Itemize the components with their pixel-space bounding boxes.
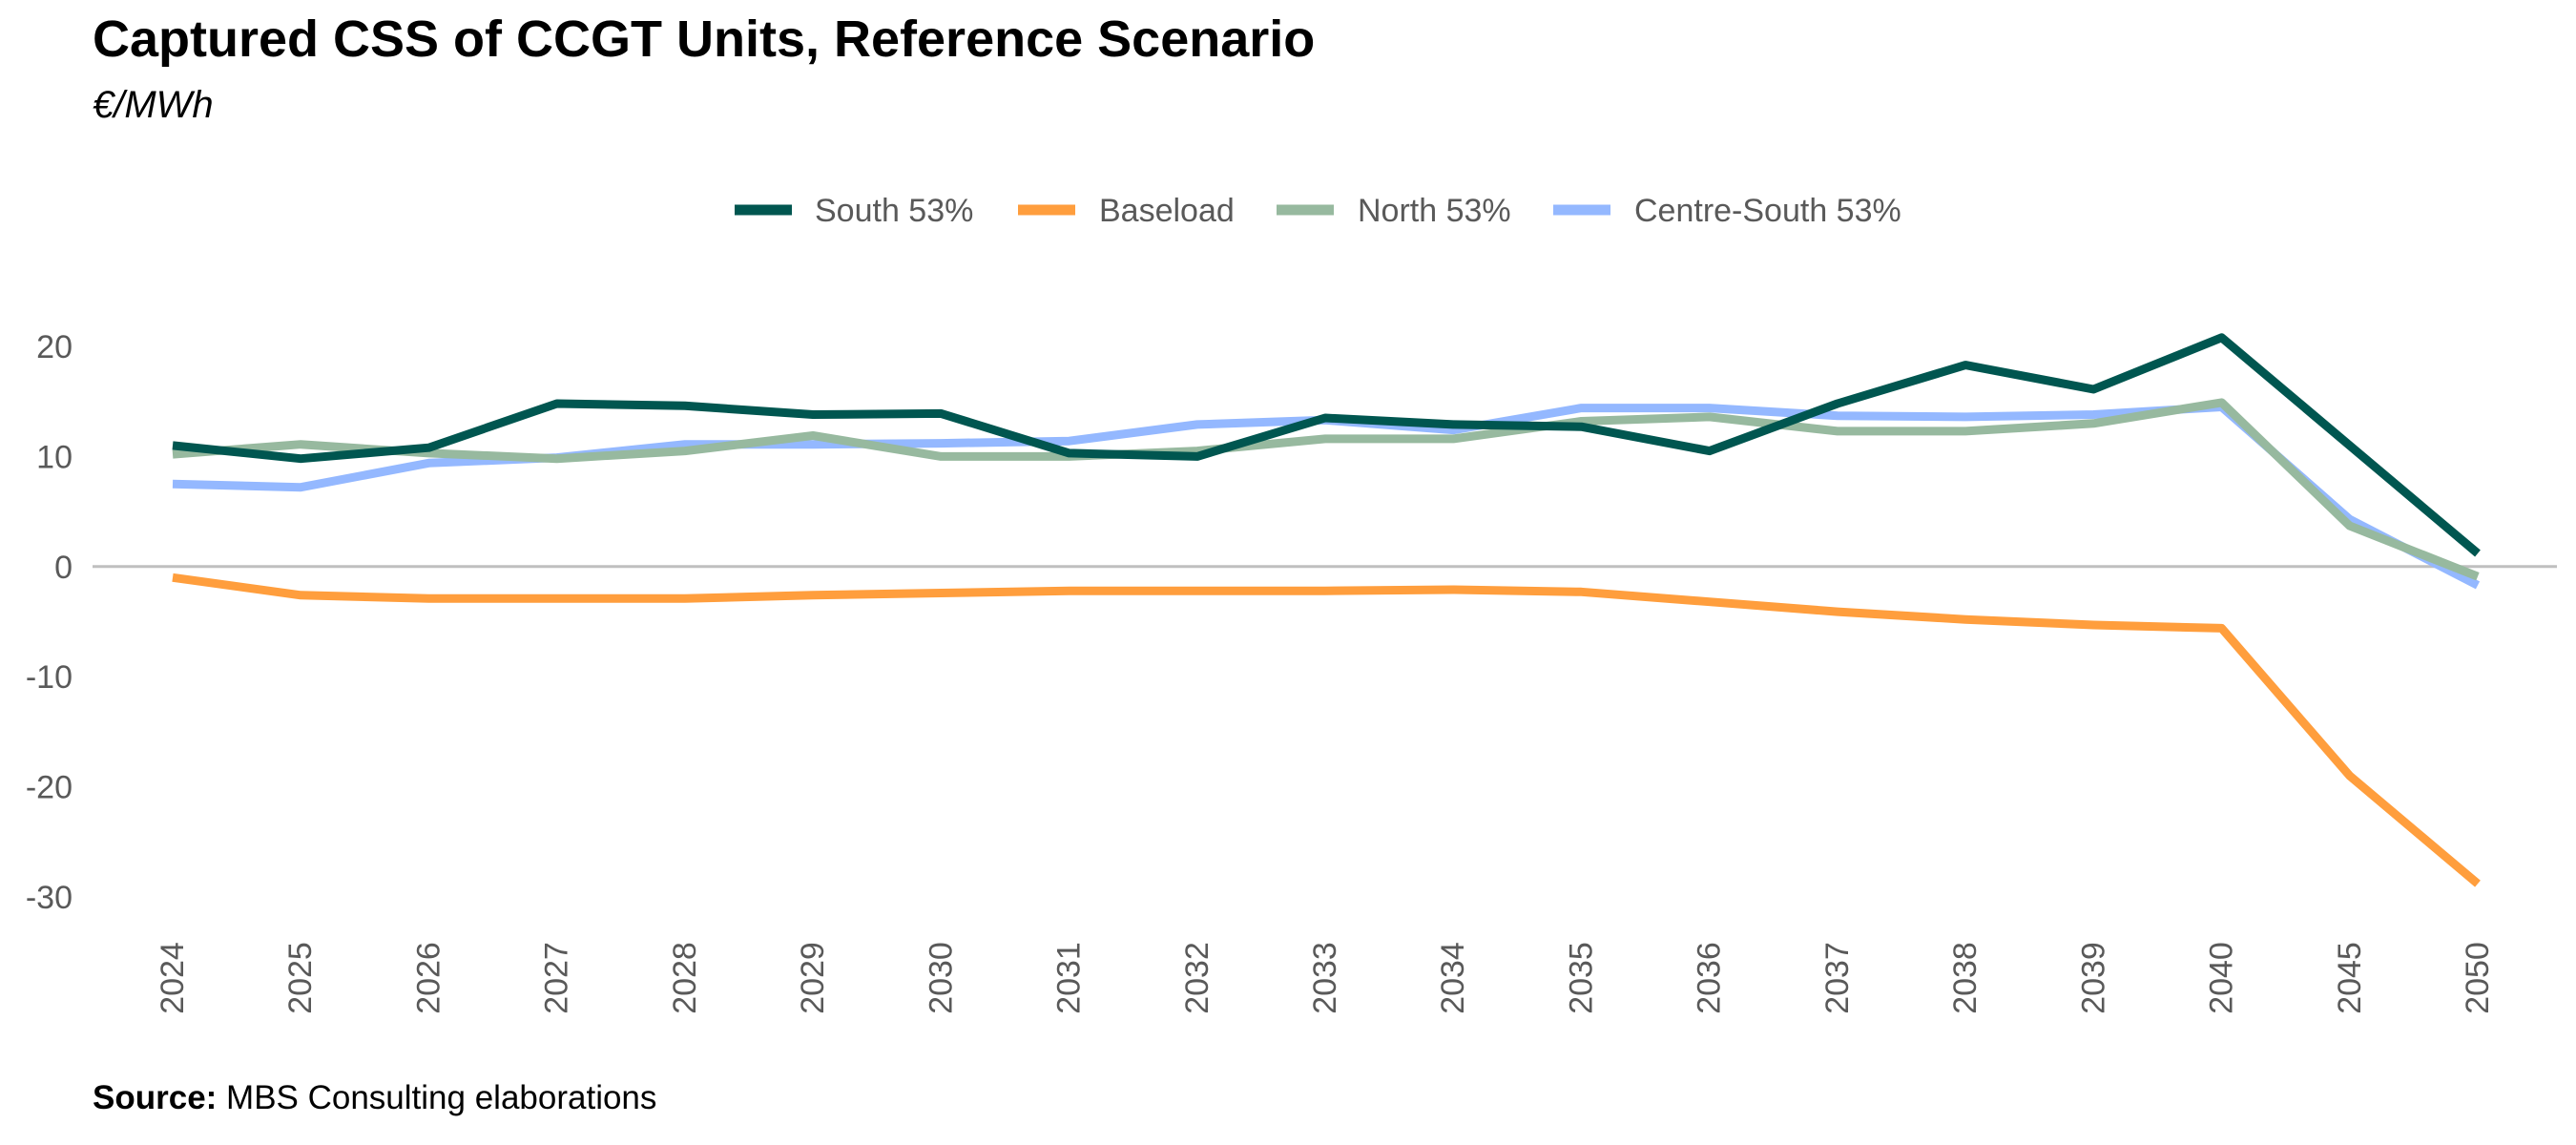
x-tick-label: 2036: [1692, 942, 1728, 1014]
x-tick-label: 2024: [155, 942, 191, 1014]
source-label: Source:: [93, 1079, 218, 1116]
series-layer: [172, 333, 2481, 887]
legend-label: Baseload: [1099, 193, 1235, 229]
legend-item: Centre-South 53%: [1553, 193, 1901, 229]
x-tick-label: 2045: [2332, 942, 2368, 1014]
legend-item: South 53%: [735, 193, 973, 229]
legend-label: South 53%: [815, 193, 973, 229]
legend-item: Baseload: [1018, 193, 1235, 229]
chart-legend: South 53% Baseload North 53% Centre-South 5…: [735, 193, 1901, 229]
series-line-baseload: [172, 572, 2481, 887]
x-tick-label: 2030: [923, 942, 959, 1014]
x-tick-label: 2035: [1563, 942, 1599, 1014]
series-line-centre-south-53: [172, 403, 2481, 590]
series-line-south-53: [172, 333, 2481, 557]
y-tick-label: 10: [36, 439, 73, 475]
x-tick-label: 2027: [539, 942, 575, 1014]
x-tick-label: 2026: [410, 942, 447, 1014]
x-tick-label: 2028: [667, 942, 703, 1014]
x-tick-label: 2050: [2460, 942, 2496, 1014]
x-tick-label: 2037: [1819, 942, 1856, 1014]
source-note: Source: MBS Consulting elaborations: [93, 1079, 656, 1117]
x-tick-label: 2039: [2075, 942, 2111, 1014]
y-tick-label: -30: [26, 880, 73, 916]
x-tick-label: 2033: [1307, 942, 1343, 1014]
x-axis: 2024 2025 2026 2027 2028 2029 2030 2031 2032 2033…: [155, 942, 2496, 1014]
y-tick-label: 20: [36, 329, 73, 365]
y-tick-label: -20: [26, 770, 73, 806]
x-tick-label: 2031: [1051, 942, 1088, 1014]
series-line-north-53: [172, 398, 2480, 581]
legend-item: North 53%: [1277, 193, 1511, 229]
y-axis: 20 10 0 -10 -20 -30: [26, 329, 73, 916]
y-tick-label: -10: [26, 659, 73, 696]
x-tick-label: 2029: [795, 942, 831, 1014]
chart-subtitle: €/MWh: [93, 84, 214, 126]
y-tick-label: 0: [54, 550, 73, 586]
legend-label: North 53%: [1358, 193, 1511, 229]
x-tick-label: 2025: [282, 942, 319, 1014]
x-tick-label: 2032: [1179, 942, 1215, 1014]
x-tick-label: 2038: [1947, 942, 1984, 1014]
x-tick-label: 2034: [1435, 942, 1471, 1014]
source-text: MBS Consulting elaborations: [217, 1079, 657, 1116]
legend-label: Centre-South 53%: [1634, 193, 1901, 229]
chart-title: Captured CSS of CCGT Units, Reference Sc…: [93, 10, 1316, 68]
x-tick-label: 2040: [2204, 942, 2240, 1014]
